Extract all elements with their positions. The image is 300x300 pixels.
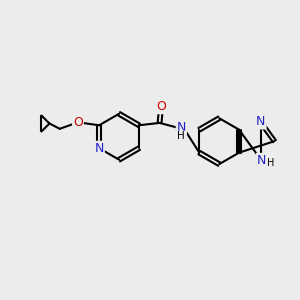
Text: H: H [178,131,185,142]
Text: H: H [267,158,274,168]
Text: N: N [94,142,104,155]
Text: N: N [257,154,266,167]
Text: O: O [156,100,166,113]
Text: N: N [177,121,186,134]
Text: O: O [73,116,83,129]
Text: N: N [256,116,266,128]
